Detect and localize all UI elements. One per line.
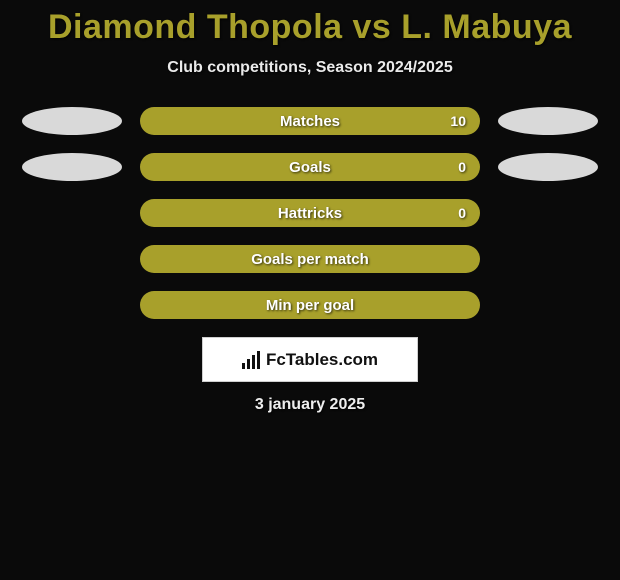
stat-row-matches: Matches 10: [0, 107, 620, 135]
bar-chart-icon: [242, 351, 260, 369]
stat-label: Min per goal: [140, 297, 480, 314]
comparison-title: Diamond Thopola vs L. Mabuya: [0, 8, 620, 47]
logo-text: FcTables.com: [266, 350, 378, 370]
right-ellipse: [498, 107, 598, 135]
logo-box: FcTables.com: [202, 337, 418, 382]
stat-bar: Goals 0: [140, 153, 480, 181]
infographic-container: Diamond Thopola vs L. Mabuya Club compet…: [0, 0, 620, 580]
right-ellipse: [498, 153, 598, 181]
stat-label: Matches: [140, 113, 480, 130]
stat-bar: Goals per match: [140, 245, 480, 273]
stat-row-goals: Goals 0: [0, 153, 620, 181]
stats-list: Matches 10 Goals 0 Hattricks 0 Goal: [0, 107, 620, 319]
left-ellipse: [22, 153, 122, 181]
stat-bar: Matches 10: [140, 107, 480, 135]
stat-label: Goals: [140, 159, 480, 176]
stat-value: 0: [458, 205, 466, 221]
stat-bar: Min per goal: [140, 291, 480, 319]
stat-label: Goals per match: [140, 251, 480, 268]
stat-row-min-per-goal: Min per goal: [0, 291, 620, 319]
left-ellipse: [22, 107, 122, 135]
stat-label: Hattricks: [140, 205, 480, 222]
stat-value: 0: [458, 159, 466, 175]
stat-row-hattricks: Hattricks 0: [0, 199, 620, 227]
stat-row-goals-per-match: Goals per match: [0, 245, 620, 273]
stat-bar: Hattricks 0: [140, 199, 480, 227]
season-subtitle: Club competitions, Season 2024/2025: [0, 59, 620, 77]
date-text: 3 january 2025: [0, 396, 620, 414]
stat-value: 10: [450, 113, 466, 129]
